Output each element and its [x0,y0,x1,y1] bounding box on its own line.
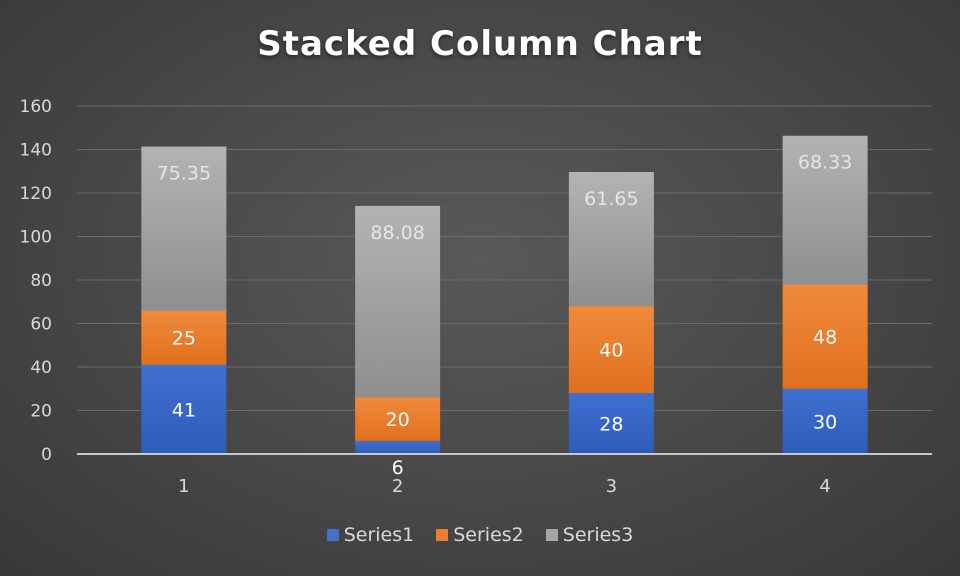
bar-series1-cat-2 [355,440,441,454]
data-label-series1: 41 [172,399,196,421]
legend-item-series1: Series1 [326,524,415,546]
y-tick-label: 0 [41,445,52,465]
bar-series2-cat-2 [355,397,441,441]
x-tick-label: 2 [392,476,403,497]
legend-swatch-series3 [545,529,558,541]
x-tick-label: 1 [178,476,189,497]
y-tick-label: 20 [30,402,52,422]
x-tick-label: 4 [819,476,830,497]
y-tick-label: 140 [20,141,52,161]
legend-label-series1: Series1 [343,524,415,546]
bar-series1-cat-3 [568,393,654,454]
data-label-series3: 88.08 [370,222,424,244]
bar-series3-cat-2 [355,205,441,398]
y-tick-label: 160 [20,97,52,117]
bar-series1-cat-1 [141,364,227,454]
chart-title: Stacked Column Chart [257,24,703,64]
legend-item-series3: Series3 [545,524,634,546]
legend-item-series2: Series2 [436,524,524,546]
legend-swatch-series1 [326,529,339,541]
bar-series2-cat-3 [568,306,654,394]
bar-series3-cat-3 [568,172,654,307]
legend-label-series2: Series2 [453,524,524,546]
y-tick-label: 40 [30,358,52,378]
y-tick-label: 80 [30,271,52,291]
legend-swatch-series2 [436,529,449,541]
y-tick-label: 60 [30,315,52,335]
chart-legend: Series1 Series2 Series3 [0,524,960,546]
data-label-series3: 68.33 [798,152,852,174]
bar-series2-cat-1 [141,310,227,365]
data-label-series2: 40 [599,340,623,362]
bar-series2-cat-4 [782,284,868,389]
bar-series1-cat-4 [782,388,868,454]
data-label-series1: 28 [599,414,623,436]
bar-series3-cat-1 [141,146,227,311]
legend-label-series3: Series3 [562,524,634,546]
y-tick-label: 100 [20,228,52,248]
data-label-series1: 6 [392,457,404,479]
data-label-series3: 61.65 [584,188,638,210]
bar-series3-cat-4 [782,135,868,285]
data-label-series2: 48 [813,327,837,349]
data-label-series3: 75.35 [157,163,211,185]
y-tick-label: 120 [20,184,52,204]
data-label-series1: 30 [813,411,837,433]
x-tick-label: 3 [606,476,617,497]
data-label-series2: 25 [172,328,196,350]
data-label-series2: 20 [386,409,410,431]
